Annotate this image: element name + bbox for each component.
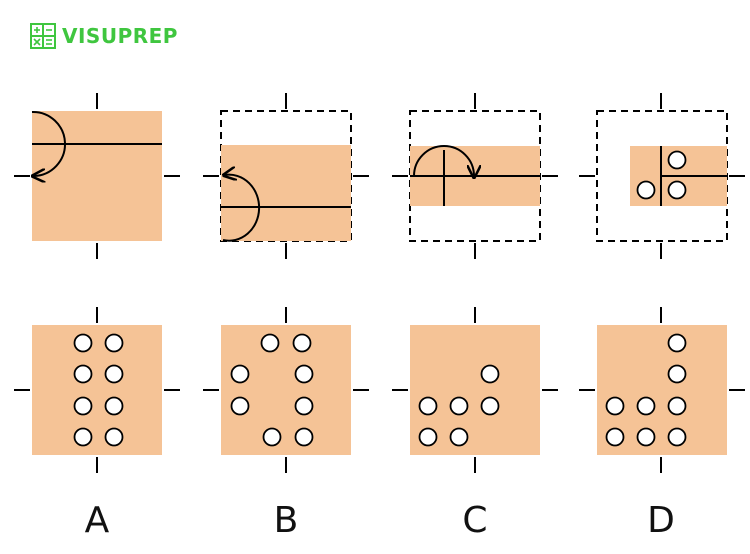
punched-hole: [667, 150, 687, 170]
hole: [636, 396, 656, 416]
hole: [73, 427, 93, 447]
option-a[interactable]: [14, 307, 180, 473]
brand-name: VISUPREP: [62, 24, 178, 48]
hole: [667, 364, 687, 384]
fold-arrow: [32, 110, 66, 176]
hole: [104, 396, 124, 416]
paper-sheet: [221, 145, 351, 241]
hole: [480, 364, 500, 384]
hole: [73, 333, 93, 353]
hole: [605, 427, 625, 447]
hole: [292, 333, 312, 353]
hole: [418, 427, 438, 447]
option-label-d[interactable]: D: [647, 500, 675, 541]
punched-hole: [636, 180, 656, 200]
hole: [260, 333, 280, 353]
hole: [230, 364, 250, 384]
hole: [262, 427, 282, 447]
unfolded-sheet: [221, 325, 351, 455]
option-label-a[interactable]: A: [84, 500, 110, 541]
hole: [104, 333, 124, 353]
brand-logo: VISUPREP: [30, 22, 178, 50]
hole: [480, 396, 500, 416]
option-label-b[interactable]: B: [273, 500, 299, 541]
hole: [294, 396, 314, 416]
option-d[interactable]: [579, 307, 745, 473]
hole: [667, 427, 687, 447]
fold-step-2: [203, 93, 369, 259]
hole: [230, 396, 250, 416]
hole: [73, 396, 93, 416]
hole: [449, 427, 469, 447]
hole: [294, 427, 314, 447]
fold-step-3: [392, 93, 558, 259]
hole: [294, 364, 314, 384]
hole: [104, 364, 124, 384]
hole: [605, 396, 625, 416]
option-c[interactable]: [392, 307, 558, 473]
fold-step-4: [579, 93, 745, 259]
punched-hole: [667, 180, 687, 200]
hole: [73, 364, 93, 384]
fold-arrow: [223, 175, 261, 242]
hole: [418, 396, 438, 416]
hole: [667, 396, 687, 416]
fold-arrow: [413, 145, 474, 176]
fold-step-1: [14, 93, 180, 259]
hole: [104, 427, 124, 447]
hole: [636, 427, 656, 447]
calculator-icon: [30, 23, 56, 49]
hole: [449, 396, 469, 416]
unfolded-sheet: [32, 325, 162, 455]
option-b[interactable]: [203, 307, 369, 473]
paper-sheet: [32, 111, 162, 241]
hole: [667, 333, 687, 353]
option-label-c[interactable]: C: [462, 500, 488, 541]
